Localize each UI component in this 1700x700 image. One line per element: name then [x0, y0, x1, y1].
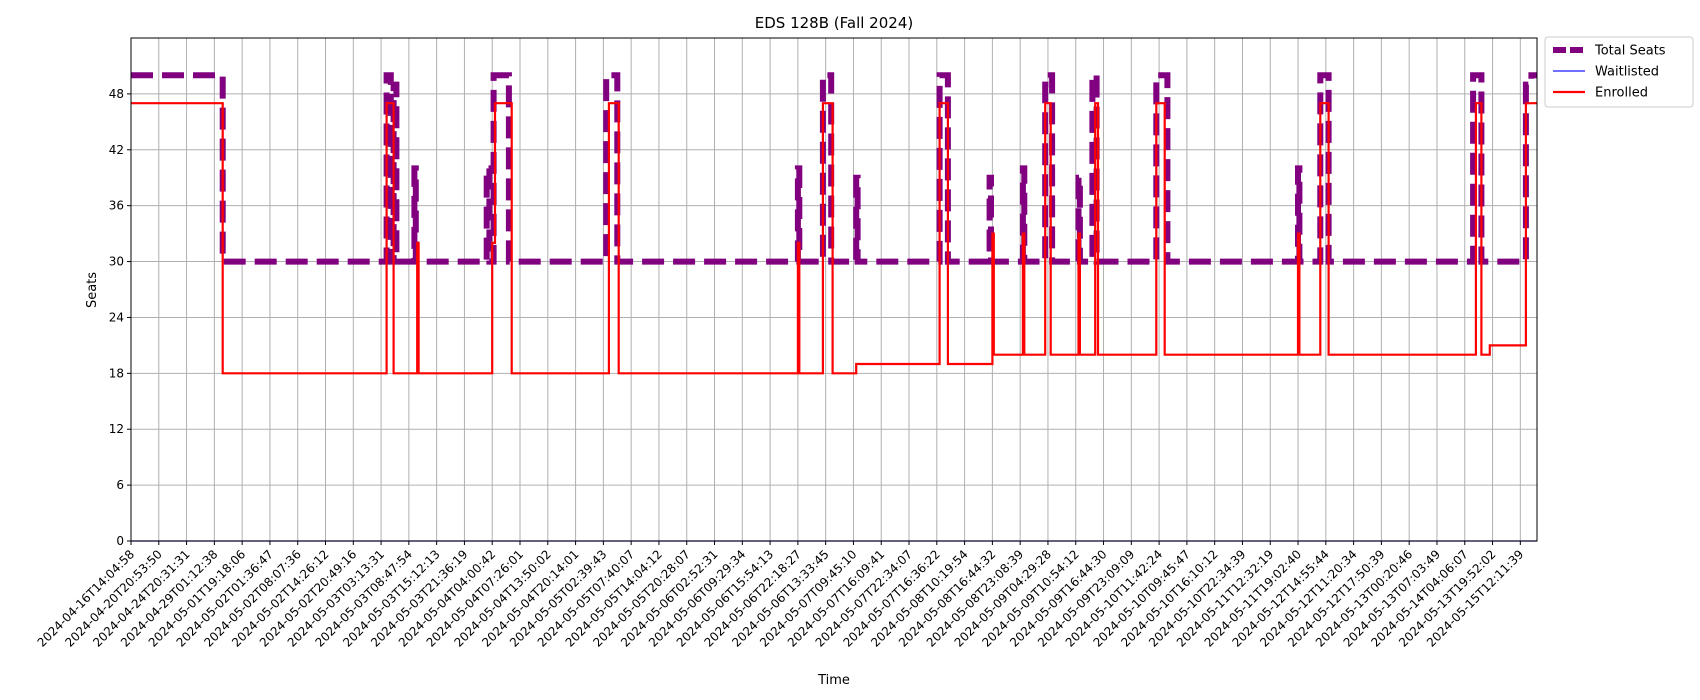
y-axis-label: Seats	[85, 272, 100, 308]
y-axis: 0 6 12 18 24 30 36 42 48	[109, 87, 131, 548]
legend-label: Waitlisted	[1595, 65, 1659, 80]
y-tick-label: 6	[116, 478, 124, 492]
series-line-total-seats	[131, 72, 1537, 265]
legend: Total Seats Waitlisted Enrolled	[1544, 36, 1694, 108]
y-tick-label: 0	[116, 534, 124, 548]
legend-frame	[1544, 36, 1694, 108]
y-tick-label: 36	[109, 199, 124, 213]
chart-title: EDS 128B (Fall 2024)	[755, 14, 913, 32]
y-tick-label: 48	[109, 87, 124, 101]
x-axis-label: Time	[817, 673, 850, 688]
y-tick-label: 18	[109, 366, 124, 380]
series-line-enrolled	[131, 102, 1537, 375]
y-tick-label: 42	[109, 143, 124, 157]
y-tick-label: 12	[109, 422, 124, 436]
plot-frame	[130, 37, 1538, 542]
legend-label: Enrolled	[1595, 86, 1648, 101]
y-tick-label: 24	[109, 310, 124, 324]
y-tick-label: 30	[109, 255, 124, 269]
legend-label: Total Seats	[1594, 44, 1666, 59]
